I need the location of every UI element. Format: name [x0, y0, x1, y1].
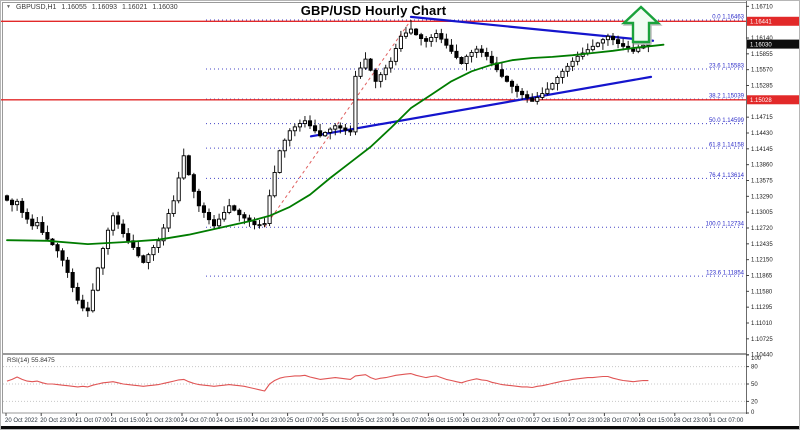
svg-text:100: 100 [751, 356, 762, 362]
price-tag: 1.15028 [747, 95, 799, 105]
window-bottom-edge [1, 426, 799, 429]
svg-text:1.16441: 1.16441 [750, 19, 772, 25]
svg-text:1.12720: 1.12720 [751, 226, 773, 232]
svg-text:61.8 1.14158: 61.8 1.14158 [709, 143, 745, 149]
svg-text:21 Oct 23:00: 21 Oct 23:00 [146, 418, 181, 424]
svg-text:1.11865: 1.11865 [751, 274, 773, 280]
svg-text:1.16710: 1.16710 [751, 4, 773, 10]
svg-text:27 Oct 15:00: 27 Oct 15:00 [533, 418, 568, 424]
svg-text:0.0 1.16463: 0.0 1.16463 [712, 15, 744, 21]
fib-diagonal [264, 19, 412, 228]
svg-text:28 Oct 07:00: 28 Oct 07:00 [603, 418, 638, 424]
svg-text:1.12150: 1.12150 [751, 258, 773, 264]
svg-text:23.6 1.15583: 23.6 1.15583 [709, 63, 745, 69]
svg-text:26 Oct 07:00: 26 Oct 07:00 [392, 418, 427, 424]
svg-text:1.16030: 1.16030 [750, 42, 772, 48]
up-arrow-shadow [622, 6, 663, 45]
svg-text:26 Oct 23:00: 26 Oct 23:00 [463, 418, 498, 424]
svg-text:28 Oct 23:00: 28 Oct 23:00 [674, 418, 709, 424]
svg-text:1.10725: 1.10725 [751, 337, 773, 343]
svg-text:0: 0 [751, 410, 755, 416]
rsi-panel: 100 80 50 20 0 [3, 354, 762, 416]
price-tag: 1.16030 [747, 39, 799, 49]
svg-text:1.15855: 1.15855 [751, 52, 773, 58]
svg-text:1.16140: 1.16140 [751, 36, 773, 42]
symbol-info[interactable]: ▼ GBPUSD,H1 1.16055 1.16093 1.16021 1.16… [6, 4, 178, 11]
svg-text:1.14145: 1.14145 [751, 147, 773, 153]
svg-text:1.15570: 1.15570 [751, 68, 773, 74]
svg-text:1.14715: 1.14715 [751, 115, 773, 121]
price-tag: 1.16441 [747, 16, 799, 26]
svg-text:1.13575: 1.13575 [751, 179, 773, 185]
svg-text:1.13860: 1.13860 [751, 163, 773, 169]
svg-text:76.4 1.13614: 76.4 1.13614 [709, 173, 745, 179]
svg-text:1.13290: 1.13290 [751, 194, 773, 200]
svg-text:24 Oct 07:00: 24 Oct 07:00 [181, 418, 216, 424]
svg-text:20: 20 [751, 399, 758, 405]
svg-text:24 Oct 15:00: 24 Oct 15:00 [216, 418, 251, 424]
svg-text:50: 50 [751, 382, 758, 388]
svg-text:25 Oct 15:00: 25 Oct 15:00 [322, 418, 357, 424]
up-arrow-icon[interactable] [620, 5, 662, 44]
svg-text:21 Oct 15:00: 21 Oct 15:00 [111, 418, 146, 424]
svg-text:28 Oct 15:00: 28 Oct 15:00 [639, 418, 674, 424]
horizontal-level-lines [1, 20, 746, 101]
svg-text:21 Oct 07:00: 21 Oct 07:00 [75, 418, 110, 424]
svg-text:27 Oct 23:00: 27 Oct 23:00 [568, 418, 603, 424]
svg-text:1.15285: 1.15285 [751, 84, 773, 90]
quote-high: 1.16093 [91, 4, 118, 11]
svg-text:25 Oct 07:00: 25 Oct 07:00 [287, 418, 322, 424]
svg-text:38.2 1.15039: 38.2 1.15039 [709, 94, 745, 100]
svg-text:123.6 1.11854: 123.6 1.11854 [706, 271, 745, 277]
symbol-dropdown-icon: ▼ [6, 4, 11, 10]
fibonacci-retracement: 0.0 1.16463 23.6 1.15583 38.2 1.15039 50.0 … [206, 15, 746, 277]
svg-text:1.15028: 1.15028 [750, 98, 772, 104]
svg-text:50.0 1.14599: 50.0 1.14599 [709, 118, 745, 124]
svg-text:1.12435: 1.12435 [751, 242, 773, 248]
quote-open: 1.16055 [61, 4, 87, 11]
symbol-name: GBPUSD,H1 [15, 4, 57, 11]
svg-text:100.0 1.12734: 100.0 1.12734 [706, 222, 745, 228]
svg-text:26 Oct 15:00: 26 Oct 15:00 [427, 418, 462, 424]
quote-close: 1.16030 [152, 4, 178, 11]
svg-text:24 Oct 23:00: 24 Oct 23:00 [251, 418, 286, 424]
quote-low: 1.16021 [122, 4, 148, 11]
date-axis[interactable]: 20 Oct 2022 20 Oct 23:00 21 Oct 07:00 21 Oc… [5, 413, 744, 424]
svg-text:20 Oct 23:00: 20 Oct 23:00 [40, 418, 75, 424]
svg-text:80: 80 [751, 365, 758, 371]
svg-text:1.10440: 1.10440 [751, 353, 773, 359]
candles [4, 20, 651, 317]
plot-borders [2, 1, 747, 414]
svg-text:1.13005: 1.13005 [751, 210, 773, 216]
svg-text:27 Oct 07:00: 27 Oct 07:00 [498, 418, 533, 424]
svg-text:31 Oct 07:00: 31 Oct 07:00 [709, 418, 744, 424]
svg-text:1.11010: 1.11010 [751, 321, 773, 327]
svg-text:1.11580: 1.11580 [751, 289, 773, 295]
svg-text:25 Oct 23:00: 25 Oct 23:00 [357, 418, 392, 424]
rsi-line[interactable] [6, 373, 649, 392]
svg-text:20 Oct 2022: 20 Oct 2022 [5, 418, 38, 424]
chart-title: GBP/USD Hourly Chart [300, 3, 447, 18]
price-axis[interactable]: 1.16710 1.16140 1.15855 1.15570 1.15285 1.147… [746, 4, 773, 359]
svg-text:1.14430: 1.14430 [751, 131, 773, 137]
rsi-indicator-label: RSI(14) 55.8475 [7, 357, 55, 364]
moving-average-line[interactable] [6, 43, 665, 246]
svg-text:1.11295: 1.11295 [751, 305, 773, 311]
